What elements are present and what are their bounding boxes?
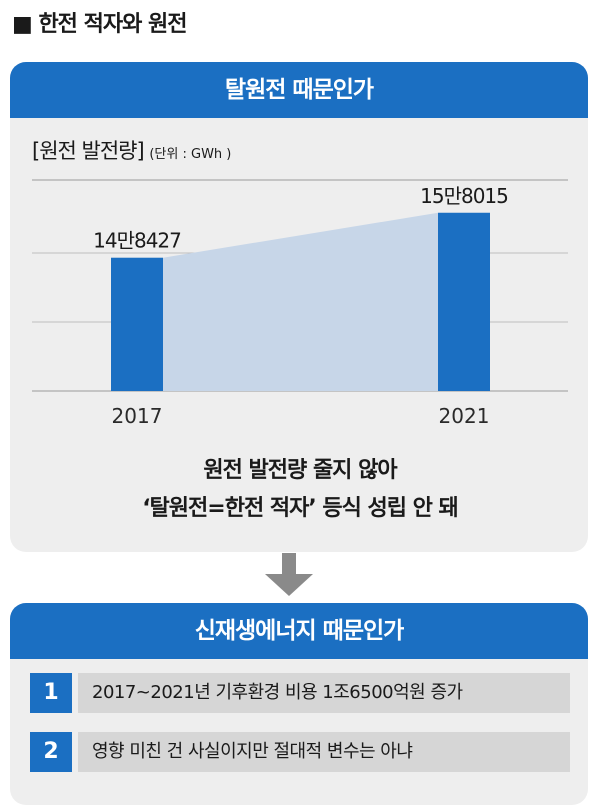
conclusion-line-1: 원전 발전량 줄지 않아 bbox=[203, 458, 397, 483]
bar-2021 bbox=[438, 212, 490, 391]
list-item-number: 1 bbox=[30, 673, 72, 713]
chart-title-text: [원전 발전량] bbox=[32, 139, 145, 163]
chart-title: [원전 발전량] (단위 : GWh ) bbox=[32, 135, 231, 165]
bottom-panel-header: 신재생에너지 때문인가 bbox=[10, 603, 588, 659]
list-item-number: 2 bbox=[30, 732, 72, 772]
data-label: 14만8427 bbox=[93, 229, 181, 253]
page-title: ■ 한전 적자와 원전 bbox=[12, 12, 187, 37]
list-item-text: 영향 미친 건 사실이지만 절대적 변수는 아냐 bbox=[78, 732, 570, 772]
list-item: 2 영향 미친 건 사실이지만 절대적 변수는 아냐 bbox=[30, 732, 570, 772]
list-item: 1 2017~2021년 기후환경 비용 1조6500억원 증가 bbox=[30, 673, 570, 713]
data-label: 15만8015 bbox=[420, 184, 508, 208]
conclusion-line-2: ‘탈원전=한전 적자’ 등식 성립 안 돼 bbox=[142, 496, 459, 521]
top-panel-header: 탈원전 때문인가 bbox=[10, 62, 588, 118]
bar-chart: 14만8427 2017 15만8015 2021 bbox=[32, 179, 568, 428]
x-tick-label: 2017 bbox=[112, 404, 163, 428]
bar-2017 bbox=[111, 257, 163, 391]
connector-area bbox=[163, 212, 438, 391]
x-tick-label: 2021 bbox=[439, 404, 490, 428]
chart-unit: (단위 : GWh ) bbox=[149, 147, 232, 162]
list-item-text: 2017~2021년 기후환경 비용 1조6500억원 증가 bbox=[78, 673, 570, 713]
chart-marks: 14만8427 2017 15만8015 2021 bbox=[93, 184, 509, 428]
